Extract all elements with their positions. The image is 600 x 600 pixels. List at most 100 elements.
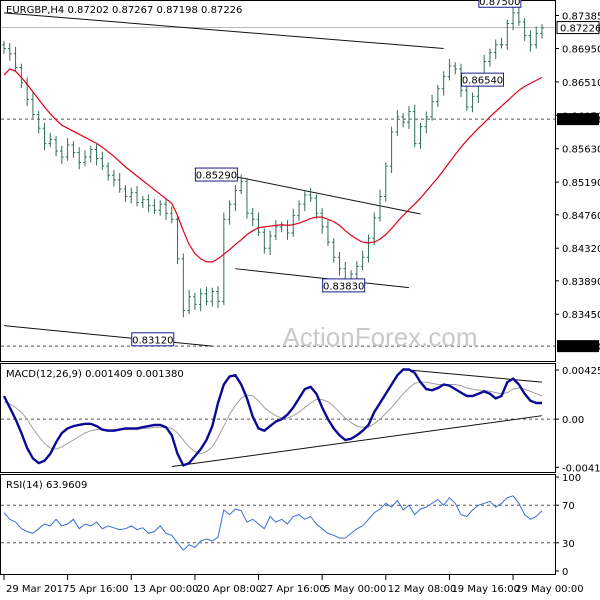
watermark: ActionForex.com xyxy=(282,322,477,352)
candle xyxy=(112,169,116,187)
candle xyxy=(453,62,458,75)
price-annotation: 0.83830 xyxy=(322,278,366,293)
level-tag-bg xyxy=(557,113,599,126)
candle xyxy=(389,126,394,174)
candle xyxy=(204,286,209,306)
candle xyxy=(77,147,82,170)
rsi-axis-label: 30 xyxy=(562,539,575,550)
candle xyxy=(499,37,504,49)
price-header: EURGBP,H4 0.87202 0.87267 0.87198 0.8722… xyxy=(6,5,242,16)
price-annotation-label: 0.83120 xyxy=(132,335,173,346)
candle xyxy=(123,185,128,202)
price-axis-label: 0.84320 xyxy=(562,244,600,255)
candle xyxy=(245,177,249,219)
time-axis-label: 27 Apr 16:00 xyxy=(261,584,326,595)
candle xyxy=(401,113,406,128)
candle xyxy=(383,162,388,202)
candle xyxy=(59,145,64,164)
macd-signal-line xyxy=(3,381,543,455)
candle xyxy=(470,92,475,113)
candle xyxy=(233,185,238,211)
candle xyxy=(355,261,359,281)
candle xyxy=(297,200,301,221)
macd-header: MACD(12,26,9) 0.001409 0.001380 xyxy=(6,369,184,380)
candle xyxy=(129,187,134,204)
moving-average-line xyxy=(3,68,543,263)
time-axis-label: 12 May 08:00 xyxy=(388,584,457,595)
candle xyxy=(493,39,498,60)
candle xyxy=(164,198,168,221)
candle xyxy=(395,110,400,136)
candle xyxy=(447,59,452,81)
candle xyxy=(418,122,423,149)
rsi-header: RSI(14) 63.9609 xyxy=(6,480,87,491)
candle xyxy=(331,238,336,263)
candle xyxy=(221,212,226,306)
candle xyxy=(31,92,35,119)
candle xyxy=(83,150,87,167)
price-annotation: 0.87500 xyxy=(478,0,522,8)
macd-trend-line-0 xyxy=(171,415,543,468)
price-levels xyxy=(1,27,555,347)
time-axis-label: 20 Apr 08:00 xyxy=(197,584,262,595)
price-annotation-label: 0.87500 xyxy=(479,0,520,8)
level-tag-bg xyxy=(557,340,599,353)
macd-axis-label: 0.00425 xyxy=(562,366,600,377)
candle xyxy=(256,212,261,237)
candle xyxy=(314,194,319,219)
time-axis-label: 29 Mar 2017 xyxy=(6,584,69,595)
candle xyxy=(187,289,191,315)
time-axis-label: 19 May 16:00 xyxy=(451,584,520,595)
candle xyxy=(7,43,12,61)
candle xyxy=(360,250,365,271)
candle xyxy=(441,71,446,96)
time-axis-label: 29 May 00:00 xyxy=(515,584,584,595)
rsi-panel-frame xyxy=(0,474,556,575)
current-price-tag-bg xyxy=(556,21,600,35)
candle xyxy=(2,40,6,54)
candle xyxy=(262,228,267,254)
candle xyxy=(19,63,24,88)
macd-line xyxy=(2,368,542,467)
candle xyxy=(540,24,544,39)
candle xyxy=(378,189,382,222)
candle xyxy=(239,174,244,195)
candle xyxy=(320,207,325,234)
price-axis-label: 0.86510 xyxy=(562,78,600,89)
price-trend-line-3 xyxy=(3,325,213,347)
candle xyxy=(464,83,469,111)
candle xyxy=(65,138,70,161)
level-tag-label: 0.83030 xyxy=(560,342,600,353)
candle xyxy=(94,144,99,166)
candle xyxy=(337,251,342,276)
price-axis-label: 0.84760 xyxy=(562,211,600,222)
rsi-axis-label: 100 xyxy=(562,473,581,484)
candle xyxy=(175,215,180,265)
candle xyxy=(48,132,53,148)
candle xyxy=(193,292,197,310)
price-annotations: 0.87500 0.86540 0.85290 0.83830 0.83120 xyxy=(131,0,522,347)
candle xyxy=(227,200,232,225)
candle xyxy=(430,94,434,121)
candle xyxy=(88,145,93,163)
rsi-axis-label: 0 xyxy=(562,567,568,578)
candle xyxy=(268,230,272,256)
candle xyxy=(308,188,313,202)
candle xyxy=(181,253,186,318)
candle xyxy=(372,212,377,246)
candle xyxy=(152,198,157,215)
price-annotation: 0.83120 xyxy=(131,332,175,347)
candle xyxy=(117,173,122,193)
macd-axis-label: 0.00 xyxy=(562,415,584,426)
candle xyxy=(534,26,539,49)
candle xyxy=(302,189,307,211)
rsi-levels xyxy=(1,504,555,544)
candle xyxy=(412,104,417,148)
candle xyxy=(366,234,371,263)
current-price-tag: 0.87226 xyxy=(560,24,600,35)
candle xyxy=(436,84,440,107)
price-annotation-label: 0.85290 xyxy=(196,171,237,182)
macd-axis-label: -0.004167 xyxy=(562,463,600,474)
candle xyxy=(505,19,510,51)
candle xyxy=(216,286,220,309)
